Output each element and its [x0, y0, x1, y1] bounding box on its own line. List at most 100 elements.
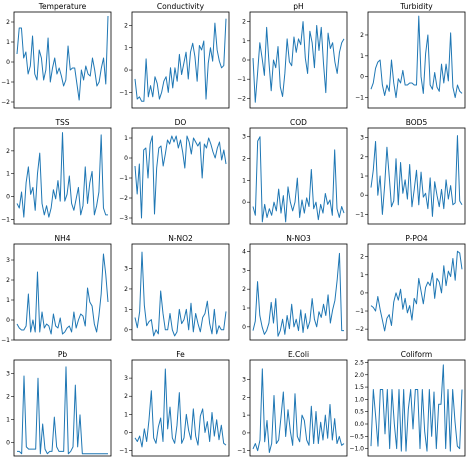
- panel-title: pH: [293, 2, 303, 11]
- y-tick-label: 0: [242, 57, 246, 64]
- y-tick-label: 2: [6, 148, 10, 155]
- y-tick-label: −1: [237, 76, 246, 83]
- panel: N-NO3 0 1 2 3 4: [242, 234, 348, 341]
- y-tick-label: 2: [6, 19, 10, 26]
- y-tick-label: 1: [124, 45, 128, 52]
- panel-title: N-NO2: [168, 234, 193, 243]
- y-tick-label: 3: [124, 266, 128, 273]
- y-tick-label: 2: [242, 394, 246, 401]
- y-tick-label: 3: [242, 377, 246, 384]
- y-tick-label: −1: [119, 175, 128, 182]
- series-line: [370, 364, 463, 452]
- panel-title: NH4: [54, 234, 70, 243]
- y-tick-label: 2: [124, 22, 128, 29]
- series-line: [17, 366, 108, 455]
- panel: Turbidity −1 0 1 2: [355, 2, 466, 109]
- y-tick-label: 2: [6, 277, 10, 284]
- y-tick-label: 1: [6, 297, 10, 304]
- y-tick-label: 0: [242, 199, 246, 206]
- panel-frame: [13, 127, 112, 225]
- panel: NH4 −1 0 1 2 3: [1, 234, 112, 344]
- y-tick-label: 3: [6, 257, 10, 264]
- panel-frame: [13, 11, 112, 109]
- y-tick-label: 1: [360, 53, 364, 60]
- panel-title: TSS: [54, 118, 69, 127]
- y-tick-label: 4: [242, 249, 246, 256]
- series-line: [252, 21, 345, 103]
- y-tick-label: −1: [119, 448, 128, 455]
- y-tick-label: 0: [6, 317, 10, 324]
- panel-title: COD: [290, 118, 307, 127]
- panel-frame: [249, 11, 348, 109]
- series-line: [16, 15, 109, 101]
- panel: N-NO2 0 1 2 3: [124, 234, 230, 341]
- series-line: [16, 253, 109, 335]
- panel-frame: [13, 359, 112, 457]
- panel: pH −2 −1 0 1 2: [237, 2, 348, 109]
- y-tick-label: 0: [6, 59, 10, 66]
- panel-frame: [367, 127, 466, 225]
- series-line: [370, 250, 463, 332]
- y-tick-label: −1.0: [349, 446, 364, 453]
- y-tick-label: 2.5: [354, 359, 364, 366]
- panel-title: Temperature: [38, 2, 87, 11]
- panel-title: N-NO3: [286, 234, 311, 243]
- panel-frame: [131, 127, 230, 225]
- y-tick-label: 1: [242, 412, 246, 419]
- y-tick-label: 2: [124, 286, 128, 293]
- y-tick-label: −0.5: [349, 433, 364, 440]
- y-tick-label: 0: [360, 74, 364, 81]
- y-tick-label: 1: [6, 416, 10, 423]
- y-tick-label: −2: [355, 326, 364, 333]
- y-tick-label: 2: [242, 156, 246, 163]
- y-tick-label: 1: [6, 39, 10, 46]
- y-tick-label: −1: [119, 89, 128, 96]
- y-tick-label: 1: [6, 171, 10, 178]
- y-tick-label: −1: [237, 448, 246, 455]
- series-line: [370, 15, 463, 99]
- panel-title: Coliform: [401, 350, 432, 359]
- panel: P-PO4 −2 −1 0 1 2: [355, 234, 466, 341]
- y-tick-label: −2: [237, 95, 246, 102]
- y-tick-label: 2: [242, 19, 246, 26]
- y-tick-label: 1: [242, 305, 246, 312]
- y-tick-label: 0: [360, 290, 364, 297]
- y-tick-label: 0.0: [354, 421, 364, 428]
- panel-frame: [131, 243, 230, 341]
- panel: TSS −1 0 1 2: [1, 118, 112, 225]
- y-tick-label: −1: [355, 95, 364, 102]
- y-tick-label: 2: [360, 32, 364, 39]
- panel-frame: [131, 359, 230, 457]
- y-tick-label: 2.0: [354, 372, 364, 379]
- y-tick-label: 0: [360, 192, 364, 199]
- series-line: [370, 135, 463, 217]
- y-tick-label: −1: [1, 79, 10, 86]
- y-tick-label: 0: [124, 429, 128, 436]
- y-tick-label: 1.0: [354, 396, 364, 403]
- panel-frame: [367, 359, 466, 457]
- y-tick-label: 1: [242, 177, 246, 184]
- panel: DO −3 −2 −1 0 1: [119, 118, 230, 225]
- panel-title: DO: [175, 118, 187, 127]
- y-tick-label: −3: [119, 215, 128, 222]
- y-tick-label: 3: [360, 135, 364, 142]
- y-tick-label: 0: [124, 155, 128, 162]
- y-tick-label: 3: [242, 134, 246, 141]
- y-tick-label: 0.5: [354, 409, 364, 416]
- y-tick-label: 1: [360, 173, 364, 180]
- panel: Temperature −2 −1 0 1 2: [1, 2, 112, 109]
- y-tick-label: −1: [355, 308, 364, 315]
- panel: E.Coli −1 0 1 2 3: [237, 350, 348, 457]
- y-tick-label: 0: [242, 430, 246, 437]
- y-tick-label: 2: [6, 394, 10, 401]
- y-tick-label: −1: [1, 216, 10, 223]
- y-tick-label: 1: [360, 272, 364, 279]
- panel-title: Pb: [58, 350, 68, 359]
- y-tick-label: −1: [355, 211, 364, 218]
- y-tick-label: −1: [1, 337, 10, 344]
- series-line: [134, 251, 227, 337]
- series-line: [134, 368, 227, 448]
- y-tick-label: 0: [242, 324, 246, 331]
- panel: Coliform −1.0 −0.5 0.0 0.5 1.0 1.5 2.0 2.5: [349, 350, 466, 457]
